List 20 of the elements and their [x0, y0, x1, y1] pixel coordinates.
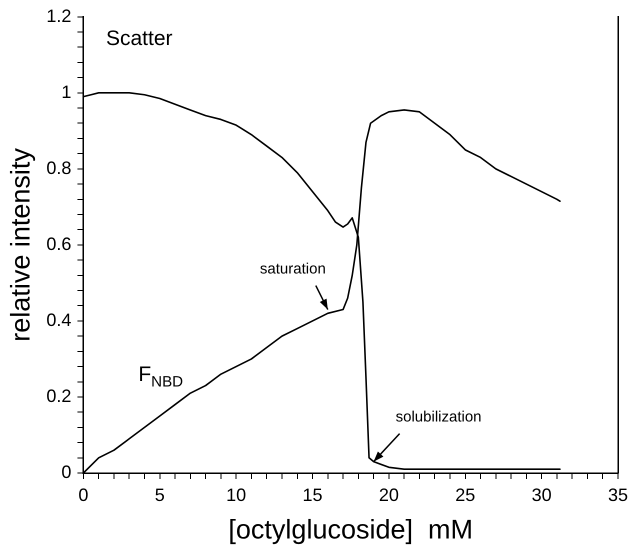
y-tick-label: 1 — [61, 82, 72, 102]
annotation: solubilization — [396, 408, 482, 426]
x-tick-label: 0 — [78, 484, 88, 505]
x-tick-label: 25 — [455, 484, 476, 505]
x-tick-label: 20 — [378, 484, 399, 505]
y-axis-title: relative intensity — [6, 148, 36, 342]
x-tick-label: 5 — [154, 484, 165, 505]
annotation: saturation — [260, 260, 326, 278]
x-tick-label: 30 — [532, 484, 552, 505]
y-tick-label: 0.8 — [46, 158, 72, 178]
y-tick-label: 0 — [61, 462, 72, 482]
y-tick-label: 0.4 — [46, 310, 72, 330]
y-tick-label: 0.2 — [46, 386, 72, 406]
y-tick-label: 0.6 — [46, 234, 72, 254]
y-tick-label: 1.2 — [46, 6, 72, 26]
x-tick-label: 35 — [608, 484, 628, 505]
x-tick-label: 15 — [302, 484, 323, 505]
x-axis-title: [octylglucoside] mM — [228, 514, 474, 544]
text: Scatter — [106, 26, 173, 50]
x-tick-label: 10 — [226, 484, 246, 505]
